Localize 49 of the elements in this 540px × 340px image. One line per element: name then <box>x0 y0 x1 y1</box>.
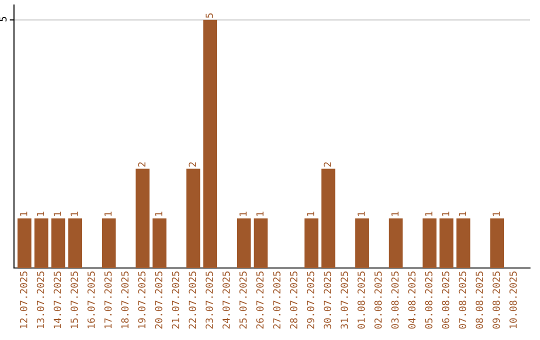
x-tick-label: 19.07.2025 <box>138 272 146 328</box>
x-tick-label: 16.07.2025 <box>87 272 95 328</box>
x-tick-label: 24.07.2025 <box>222 272 230 329</box>
x-tick-label: 28.07.2025 <box>290 272 298 329</box>
data-label: 1 <box>240 212 247 216</box>
x-tick-label: 17.07.2025 <box>104 272 112 328</box>
x-tick-label: 26.07.2025 <box>256 272 264 329</box>
data-label: 1 <box>458 212 466 216</box>
x-tick-label: 25.07.2025 <box>239 272 247 329</box>
data-label: 1 <box>492 212 500 216</box>
x-tick-label: 14.07.2025 <box>54 272 62 328</box>
x-tick-label: 08.08.2025 <box>476 272 484 329</box>
x-tick-label: 04.08.2025 <box>408 272 416 329</box>
x-tick-label: 13.07.2025 <box>36 272 44 328</box>
x-tick-label: 05.08.2025 <box>425 272 432 329</box>
x-tick-label: 06.08.2025 <box>442 272 450 329</box>
x-tick-label: 10.08.2025 <box>509 272 517 328</box>
data-label: 1 <box>358 212 365 216</box>
x-tick-label: 30.07.2025 <box>324 272 332 329</box>
x-tick-label: 01.08.2025 <box>358 272 365 329</box>
data-label: 1 <box>307 212 314 216</box>
x-tick-label: 31.07.2025 <box>340 272 348 329</box>
x-tick-label: 20.07.2025 <box>154 272 162 329</box>
x-tick-label: 07.08.2025 <box>458 272 466 329</box>
x-tick-label: 29.07.2025 <box>306 272 314 329</box>
x-tick-label: 09.08.2025 <box>492 272 500 329</box>
data-label: 2 <box>188 162 196 167</box>
data-label: 5 <box>206 13 213 18</box>
x-tick-label: 15.07.2025 <box>70 272 78 328</box>
data-label: 1 <box>20 212 28 216</box>
data-label: 1 <box>256 212 264 216</box>
x-tick-label: 22.07.2025 <box>188 272 196 329</box>
data-label: 1 <box>54 212 61 216</box>
data-label: 2 <box>324 162 331 167</box>
data-label: 1 <box>442 212 450 216</box>
data-label: 1 <box>104 212 112 216</box>
x-tick-label: 27.07.2025 <box>273 272 280 329</box>
data-label: 1 <box>391 212 399 216</box>
data-label: 1 <box>155 212 162 216</box>
x-tick-label: 23.07.2025 <box>206 272 213 329</box>
data-label: 1 <box>36 212 44 216</box>
x-tick-label: 21.07.2025 <box>172 272 180 329</box>
x-tick-label: 02.08.2025 <box>374 272 382 329</box>
x-tick-label: 12.07.2025 <box>20 272 28 328</box>
data-label: 1 <box>70 212 78 216</box>
x-tick-label: 18.07.2025 <box>121 272 129 328</box>
x-tick-label: 03.08.2025 <box>391 272 399 329</box>
data-label: 1 <box>425 212 432 216</box>
data-label: 2 <box>138 162 146 167</box>
